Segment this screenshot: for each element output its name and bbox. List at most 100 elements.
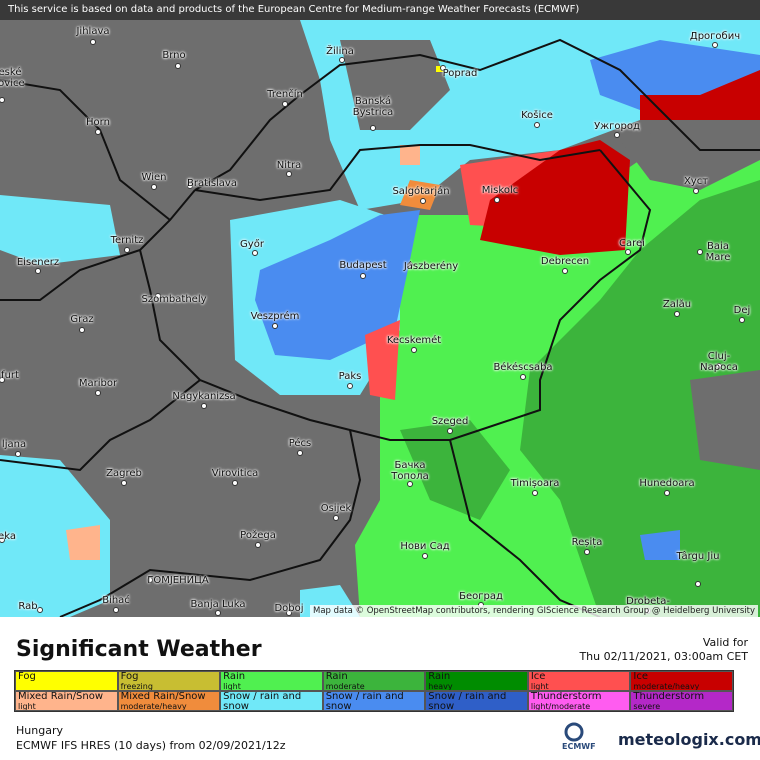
city-dot [347, 383, 353, 389]
legend-label: Rain [325, 671, 348, 682]
city-label: Doboj [274, 603, 304, 614]
city-dot [255, 542, 261, 548]
legend-label: Snow / rain and snow [428, 691, 507, 711]
no-weather-area [690, 370, 760, 470]
city-label: Banja Luka [190, 599, 246, 610]
border [138, 149, 652, 441]
city-dot [370, 125, 376, 131]
city-dot [90, 39, 96, 45]
city-label: Drobeta- [626, 596, 670, 607]
city-dot [252, 250, 258, 256]
legend-item: Mixed Rain/Snow light [15, 691, 118, 711]
no-weather-area [620, 110, 760, 190]
legend-item: Snow / rain and snowheavy [425, 691, 528, 711]
rain-moderate-area [400, 420, 510, 520]
legend-sublabel: severe [633, 702, 661, 711]
legend-label: Fog [120, 671, 139, 682]
legend-sublabel: freezing [120, 682, 153, 691]
legend-item: Rain heavy [425, 671, 528, 691]
city-dot [124, 247, 130, 253]
banner: This service is based on data and produc… [0, 0, 760, 20]
model-info: ECMWF IFS HRES (10 days) from 02/09/2021… [16, 739, 286, 752]
legend-item: Rain light [220, 671, 323, 691]
city-dot [37, 607, 43, 613]
city-label: eské jovice [0, 67, 25, 89]
city-label: Bihać [102, 595, 130, 606]
city-dot [297, 450, 303, 456]
snow-light-area [0, 195, 120, 265]
city-label: Salgótarján [392, 186, 450, 197]
legend-label: Fog [18, 671, 36, 682]
city-dot [697, 249, 703, 255]
city-label: Târgu Jiu [676, 551, 720, 562]
ice-heavy-area [480, 140, 630, 255]
city-label: Rab [18, 601, 38, 612]
city-dot [695, 581, 701, 587]
city-label: Kecskemét [386, 335, 442, 346]
city-dot [664, 490, 670, 496]
city-dot [147, 577, 153, 583]
city-label: Paks [338, 371, 362, 382]
ice-heavy-area [640, 70, 760, 120]
city-label: Pécs [288, 438, 312, 449]
city-label: Timișoara [510, 478, 560, 489]
city-dot [614, 132, 620, 138]
legend-item: Mixed Rain/Snow moderate/heavy [117, 691, 221, 711]
city-dot [272, 323, 278, 329]
city-label: Нови Сад [400, 541, 450, 552]
city-dot [95, 390, 101, 396]
city-dot [286, 610, 292, 616]
city-label: Ternitz [110, 235, 144, 246]
legend-label: Ice [633, 671, 649, 682]
rain-moderate-area [520, 180, 760, 617]
city-dot [712, 42, 718, 48]
city-label: Poprad [442, 68, 478, 79]
city-label: Požega [240, 530, 276, 541]
city-label: Horn [86, 117, 110, 128]
border [194, 38, 661, 191]
city-label: Zalău [662, 299, 692, 310]
legend-sublabel: heavy [428, 682, 453, 691]
city-dot [0, 377, 5, 383]
region: Hungary [16, 724, 63, 737]
city-dot [35, 268, 41, 274]
valid-label: Valid for [702, 636, 748, 649]
city-label: ljana [1, 439, 27, 450]
city-label: Хуст [683, 176, 709, 187]
city-dot [674, 311, 680, 317]
city-label: eka [0, 531, 16, 542]
city-dot [625, 249, 631, 255]
legend-label: Thunderstorm [633, 691, 705, 702]
city-label: Trenčín [267, 89, 303, 100]
ecmwf-icon [564, 722, 584, 742]
city-label: Wien [141, 172, 167, 183]
city-dot [411, 347, 417, 353]
city-dot [360, 273, 366, 279]
legend-sublabel: moderate [325, 682, 365, 691]
city-dot [113, 607, 119, 613]
city-dot [339, 57, 345, 63]
legend-sublabel: light [18, 702, 36, 711]
city-label: Miskolc [481, 185, 519, 196]
city-label: Zagreb [106, 468, 142, 479]
city-label: furt [1, 370, 19, 381]
city-dot [282, 101, 288, 107]
city-dot [584, 549, 590, 555]
city-label: Cluj-Napoca [700, 351, 738, 373]
legend-item: Thunderstorm severe [630, 691, 733, 711]
border [0, 249, 141, 301]
borders [0, 38, 760, 617]
city-label: Győr [240, 239, 264, 250]
snow-moderate-area [640, 530, 680, 560]
legend-item: Snow / rain and snowmoderate [322, 691, 426, 711]
ice-light-area [365, 320, 400, 400]
legend-item: Ice light [527, 671, 631, 691]
city-label: Debrecen [540, 256, 590, 267]
border [0, 379, 201, 472]
city-label: Veszprém [250, 311, 300, 322]
map-layers [0, 20, 760, 617]
city-label: Szeged [431, 416, 469, 427]
city-label: Дрогобич [689, 31, 741, 42]
city-label: Hunedoara [639, 478, 695, 489]
